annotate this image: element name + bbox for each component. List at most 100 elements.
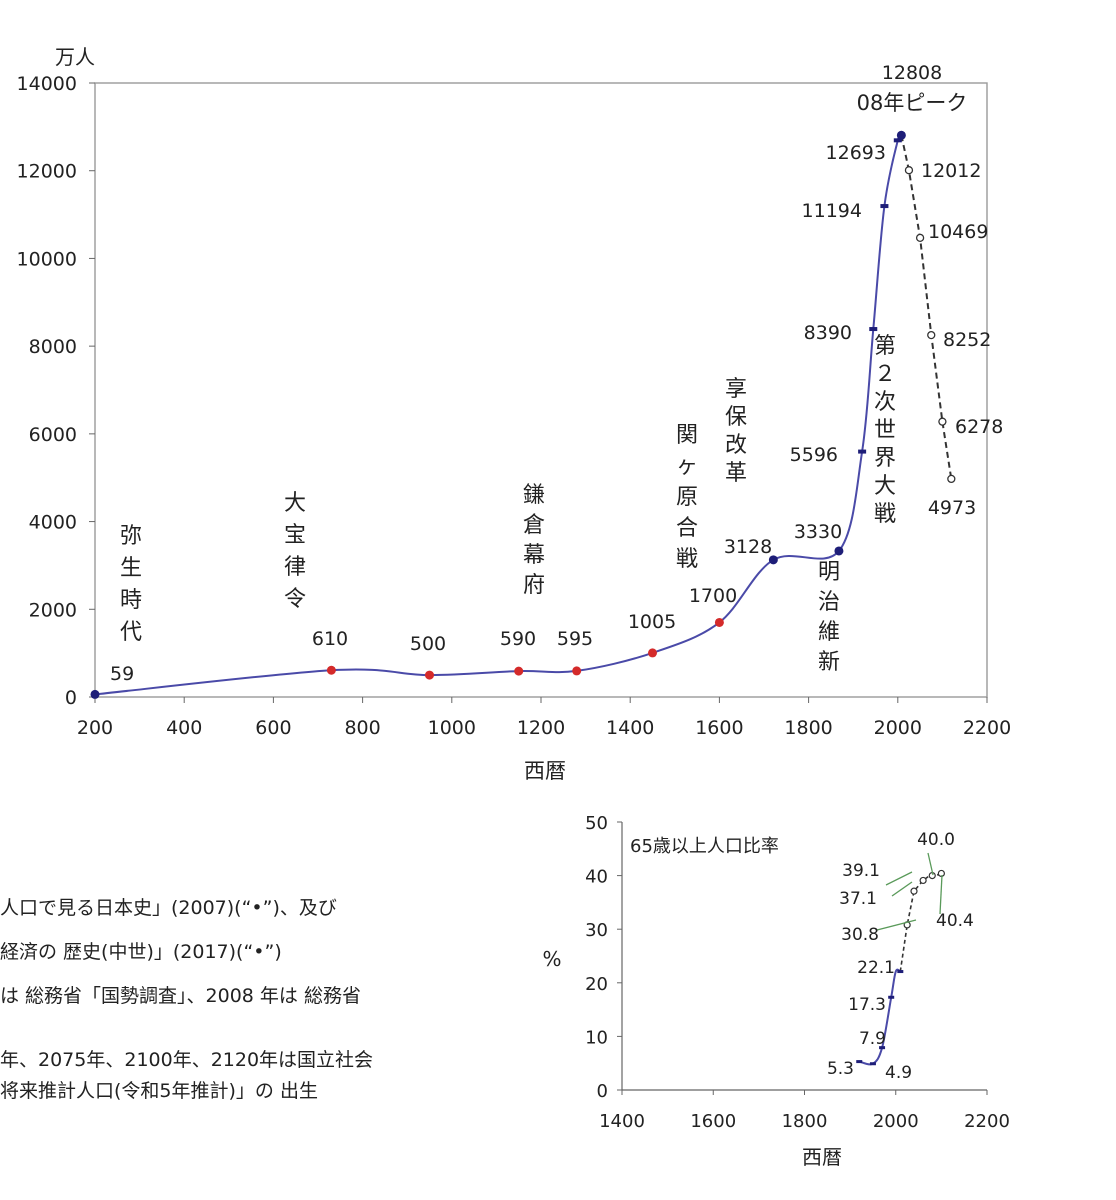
y-tick-label: 14000 <box>17 73 77 95</box>
data-label: 40.0 <box>917 830 955 850</box>
label-leader <box>876 919 917 931</box>
data-point <box>869 1062 876 1066</box>
y-tick-label: 10 <box>585 1027 608 1048</box>
data-point <box>834 546 844 556</box>
y-tick-label: 30 <box>585 920 608 941</box>
data-label: 3330 <box>794 521 842 543</box>
y-tick-label: 0 <box>597 1081 608 1102</box>
data-label: 22.1 <box>857 958 895 978</box>
y-tick-label: 8000 <box>29 336 77 358</box>
data-label: 12693 <box>826 142 886 164</box>
label-leader <box>891 881 913 897</box>
data-label: 1005 <box>628 611 676 633</box>
data-point <box>879 1046 886 1050</box>
y-tick-label: 0 <box>65 687 77 709</box>
caption-line: は 総務省「国勢調査」、2008 年は 総務省 <box>0 985 361 1007</box>
x-tick-label: 600 <box>255 717 291 739</box>
data-point <box>714 617 724 627</box>
x-axis-label: 西暦 <box>802 1145 842 1169</box>
data-point <box>897 970 904 974</box>
data-label: 610 <box>312 628 348 650</box>
y-tick-label: 20 <box>585 974 608 995</box>
x-tick-label: 400 <box>166 717 202 739</box>
x-tick-label: 1000 <box>428 717 476 739</box>
data-point <box>938 417 947 426</box>
x-tick-label: 1800 <box>784 717 832 739</box>
y-axis-unit: 万人 <box>55 45 95 69</box>
event-annotation: 明治維新 <box>818 560 840 675</box>
data-label: 40.4 <box>936 911 974 931</box>
y-tick-label: 4000 <box>29 512 77 534</box>
elderly-ratio-chart: 0 10 20 30 40 50 1400 1600 1800 2000 2200% 西暦 65歳以上人… <box>542 813 1010 1169</box>
y-tick-label: 40 <box>585 867 608 888</box>
x-tick-label: 800 <box>344 717 380 739</box>
label-leader <box>885 871 913 886</box>
x-tick-label: 1800 <box>782 1111 828 1132</box>
data-point <box>425 670 434 680</box>
data-label: 5.3 <box>827 1059 854 1079</box>
data-label: 12808 <box>882 62 942 84</box>
y-axis-label: % <box>542 947 561 971</box>
data-point <box>893 138 902 143</box>
x-tick-label: 1600 <box>690 1111 736 1132</box>
data-label: 595 <box>557 628 593 650</box>
x-axis-label: 西暦 <box>524 759 566 783</box>
plot-frame <box>94 82 988 698</box>
population-line <box>94 132 903 696</box>
data-point <box>514 666 524 676</box>
event-annotation: 関ヶ原合戦 <box>676 423 698 572</box>
data-label: 5596 <box>790 444 838 466</box>
event-annotation: 享保改革 <box>725 377 747 486</box>
data-point <box>880 204 889 209</box>
caption-line: 人口で見る日本史」(2007)(“•”)、及び <box>0 897 337 919</box>
data-point <box>947 474 956 484</box>
data-point <box>858 449 867 454</box>
y-tick-label: 6000 <box>29 424 77 446</box>
label-leader <box>927 852 934 876</box>
y-tick-label: 50 <box>585 813 608 834</box>
x-tick-label: 1600 <box>695 717 743 739</box>
data-label: 30.8 <box>841 925 879 945</box>
data-point <box>90 689 100 699</box>
data-point <box>904 166 914 175</box>
data-label: 10469 <box>928 221 988 243</box>
y-tick-label: 12000 <box>17 161 77 183</box>
event-annotation: 弥生時代 <box>120 524 142 645</box>
data-label: 590 <box>500 628 536 650</box>
data-point <box>915 233 925 243</box>
data-point <box>572 666 582 676</box>
x-tick-label: 2000 <box>874 717 922 739</box>
data-point <box>648 648 657 658</box>
x-tick-label: 2200 <box>964 1111 1010 1132</box>
data-label: 59 <box>110 663 134 685</box>
x-tick-label: 1400 <box>599 1111 645 1132</box>
data-label: 7.9 <box>859 1029 886 1049</box>
data-point <box>919 876 927 885</box>
caption-line: 経済の 歴史(中世)」(2017)(“•”) <box>0 941 282 963</box>
data-label: 12012 <box>921 160 981 182</box>
ratio-line <box>859 968 901 1066</box>
x-tick-label: 2200 <box>963 717 1011 739</box>
caption-line: 年、2075年、2100年、2120年は国立社会 <box>0 1049 374 1071</box>
data-point <box>910 887 918 895</box>
data-point <box>888 995 895 999</box>
peak-annotation: 08年ピーク <box>857 91 968 115</box>
x-tick-label: 200 <box>77 717 113 739</box>
population-chart: 0 2000 4000 6000 8000 10000 12000 14000 200 400 60… <box>17 45 1012 783</box>
data-point <box>927 330 936 340</box>
event-annotation: 大宝律令 <box>284 491 306 612</box>
data-label: 8390 <box>804 322 852 344</box>
event-annotation: 第２次世界大戦 <box>874 334 896 527</box>
data-label: 11194 <box>802 200 862 222</box>
data-label: 6278 <box>955 416 1003 438</box>
data-label: 500 <box>410 633 446 655</box>
chart-title: 65歳以上人口比率 <box>630 836 779 857</box>
data-label: 39.1 <box>842 861 880 881</box>
event-annotation: 鎌倉幕府 <box>523 483 545 598</box>
x-tick-label: 2000 <box>873 1111 919 1132</box>
data-label: 4.9 <box>885 1063 912 1083</box>
data-point <box>896 130 906 140</box>
x-tick-label: 1200 <box>517 717 565 739</box>
data-label: 8252 <box>943 329 991 351</box>
y-tick-label: 10000 <box>17 248 77 270</box>
